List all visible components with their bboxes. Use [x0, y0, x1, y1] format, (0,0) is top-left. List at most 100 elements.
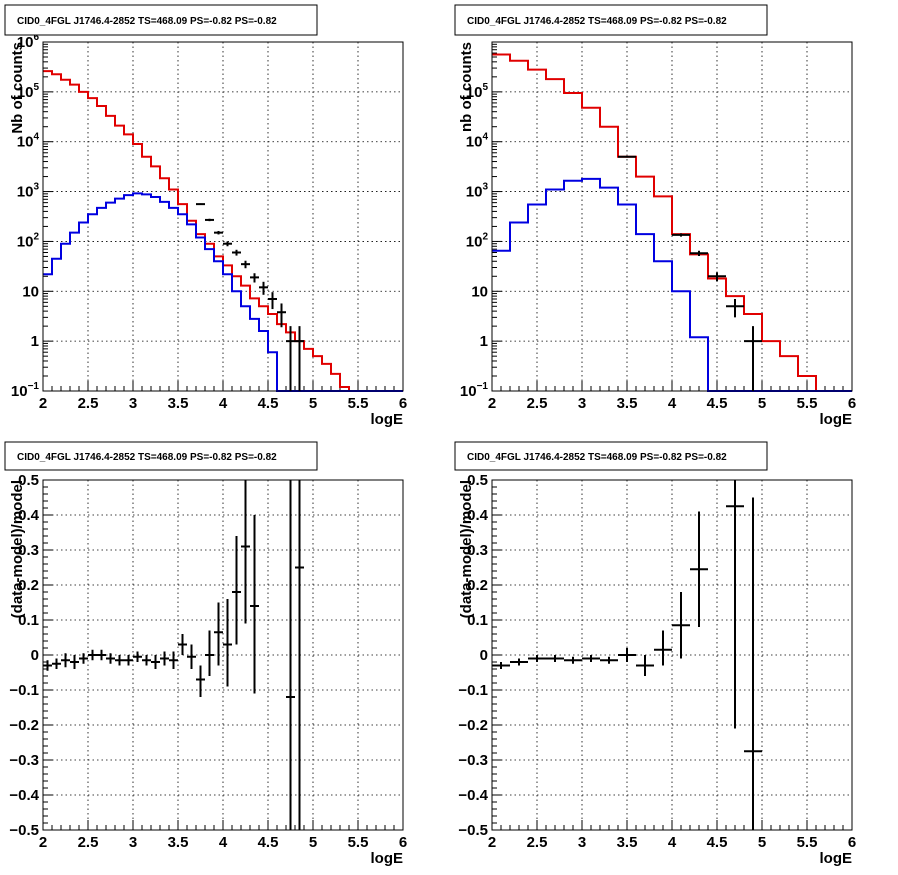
y-tick-label: −0.5 [9, 822, 39, 839]
data-point [250, 273, 259, 283]
y-axis-title: nb of counts [458, 42, 475, 132]
data-point [546, 655, 564, 662]
x-axis-title: logE [371, 850, 404, 867]
y-tick-label: 1 [480, 333, 488, 350]
y-tick-label: −0.5 [458, 822, 488, 839]
data-point [726, 480, 744, 729]
y-tick-label: 0.3 [467, 542, 488, 559]
data-point [187, 644, 196, 669]
y-tick-label: 104 [17, 132, 40, 151]
plot-frame [491, 41, 853, 392]
data-point [61, 653, 70, 668]
data-point [205, 630, 214, 676]
data-point [178, 634, 187, 655]
y-tick-label: 0 [480, 647, 488, 664]
chart-title: CID0_4FGL J1746.4-2852 TS=468.09 PS=-0.8… [17, 452, 277, 463]
y-tick-mantissa: 10 [466, 233, 483, 250]
plot-frame [42, 479, 404, 831]
x-tick-label: 4 [219, 395, 228, 412]
y-tick-label: 10 [22, 283, 39, 300]
x-tick-label: 4 [219, 834, 228, 851]
y-tick-label: 105 [466, 82, 489, 101]
data-point [151, 655, 160, 669]
data-point [726, 299, 744, 318]
data-point [133, 651, 142, 662]
data-point [142, 655, 151, 666]
data-point [528, 655, 546, 662]
x-tick-label: 5.5 [348, 395, 369, 412]
data-point [295, 480, 304, 830]
y-tick-label: 0.5 [467, 472, 488, 489]
data-point [636, 655, 654, 676]
y-tick-label: 10−1 [11, 381, 40, 400]
y-tick-label: 1 [31, 333, 39, 350]
x-tick-label: 2 [39, 395, 47, 412]
x-tick-label: 3 [129, 395, 137, 412]
x-tick-label: 4.5 [258, 834, 279, 851]
data-point [618, 155, 636, 158]
y-tick-label: 102 [466, 231, 489, 250]
data-point [97, 649, 106, 661]
y-tick-label: 103 [466, 182, 489, 201]
x-axis-title: logE [371, 411, 404, 428]
x-tick-label: 2 [488, 834, 496, 851]
y-tick-exponent: 2 [33, 231, 39, 242]
y-tick-label: −0.4 [458, 787, 488, 804]
data-point [106, 653, 115, 664]
y-tick-label: 0.3 [18, 542, 39, 559]
x-tick-label: 2 [39, 834, 47, 851]
data-point [70, 655, 79, 669]
y-tick-mantissa: 10 [471, 283, 488, 300]
x-tick-label: 6 [399, 834, 407, 851]
data-point [115, 655, 124, 666]
data-point [690, 511, 708, 627]
data-point [79, 653, 88, 664]
data-point [286, 326, 295, 391]
x-tick-label: 2.5 [527, 834, 548, 851]
data-point [88, 649, 97, 661]
data-point [672, 233, 690, 237]
data-point [690, 250, 708, 257]
data-point [277, 303, 286, 328]
y-tick-label: −0.2 [458, 717, 488, 734]
x-tick-label: 6 [399, 395, 407, 412]
chart-title: CID0_4FGL J1746.4-2852 TS=468.09 PS=-0.8… [17, 16, 277, 27]
y-tick-mantissa: 1 [31, 333, 39, 350]
y-tick-label: 0.2 [18, 577, 39, 594]
data-point [241, 260, 250, 269]
y-tick-mantissa: 1 [480, 333, 488, 350]
data-point [205, 218, 214, 222]
chart-panel-residual-fine: 2 2.5 3 3.5 4 4.5 5 5.5 6 −0.5 −0.4 −0.3 −0.2 −0.1 0 0.… [4, 441, 407, 867]
y-tick-label: 104 [466, 132, 489, 151]
x-axis-title: logE [820, 411, 853, 428]
data-point [744, 326, 762, 391]
data-point [52, 658, 61, 669]
data-point [708, 272, 726, 282]
x-tick-label: 6 [848, 834, 856, 851]
x-tick-label: 3.5 [168, 395, 189, 412]
x-tick-label: 3 [578, 834, 586, 851]
y-tick-mantissa: 10 [466, 134, 483, 151]
x-tick-label: 3.5 [617, 834, 638, 851]
x-tick-label: 5 [758, 834, 766, 851]
data-point [744, 497, 762, 830]
data-point [232, 536, 241, 645]
y-tick-label: 0.2 [467, 577, 488, 594]
x-tick-label: 5 [309, 395, 317, 412]
y-tick-exponent: 5 [33, 82, 39, 93]
data-point [564, 656, 582, 664]
chart-panel-residual-coarse: 2 2.5 3 3.5 4 4.5 5 5.5 6 −0.5 −0.4 −0.3 −0.2 −0.1 0 0.… [454, 441, 856, 867]
data-point [223, 599, 232, 687]
y-tick-mantissa: 10 [17, 84, 34, 101]
data-point [600, 656, 618, 664]
y-tick-exponent: −1 [477, 381, 489, 392]
data-point [492, 662, 510, 669]
data-point [259, 281, 268, 295]
y-axis-title: (data-model)/model [9, 480, 26, 618]
x-tick-label: 5 [758, 395, 766, 412]
y-tick-mantissa: 10 [466, 84, 483, 101]
y-tick-label: −0.1 [9, 682, 39, 699]
chart-title-box: CID0_4FGL J1746.4-2852 TS=468.09 PS=-0.8… [4, 4, 318, 36]
data-point [250, 515, 259, 694]
y-axis-title: (data-model)/model [458, 480, 475, 618]
